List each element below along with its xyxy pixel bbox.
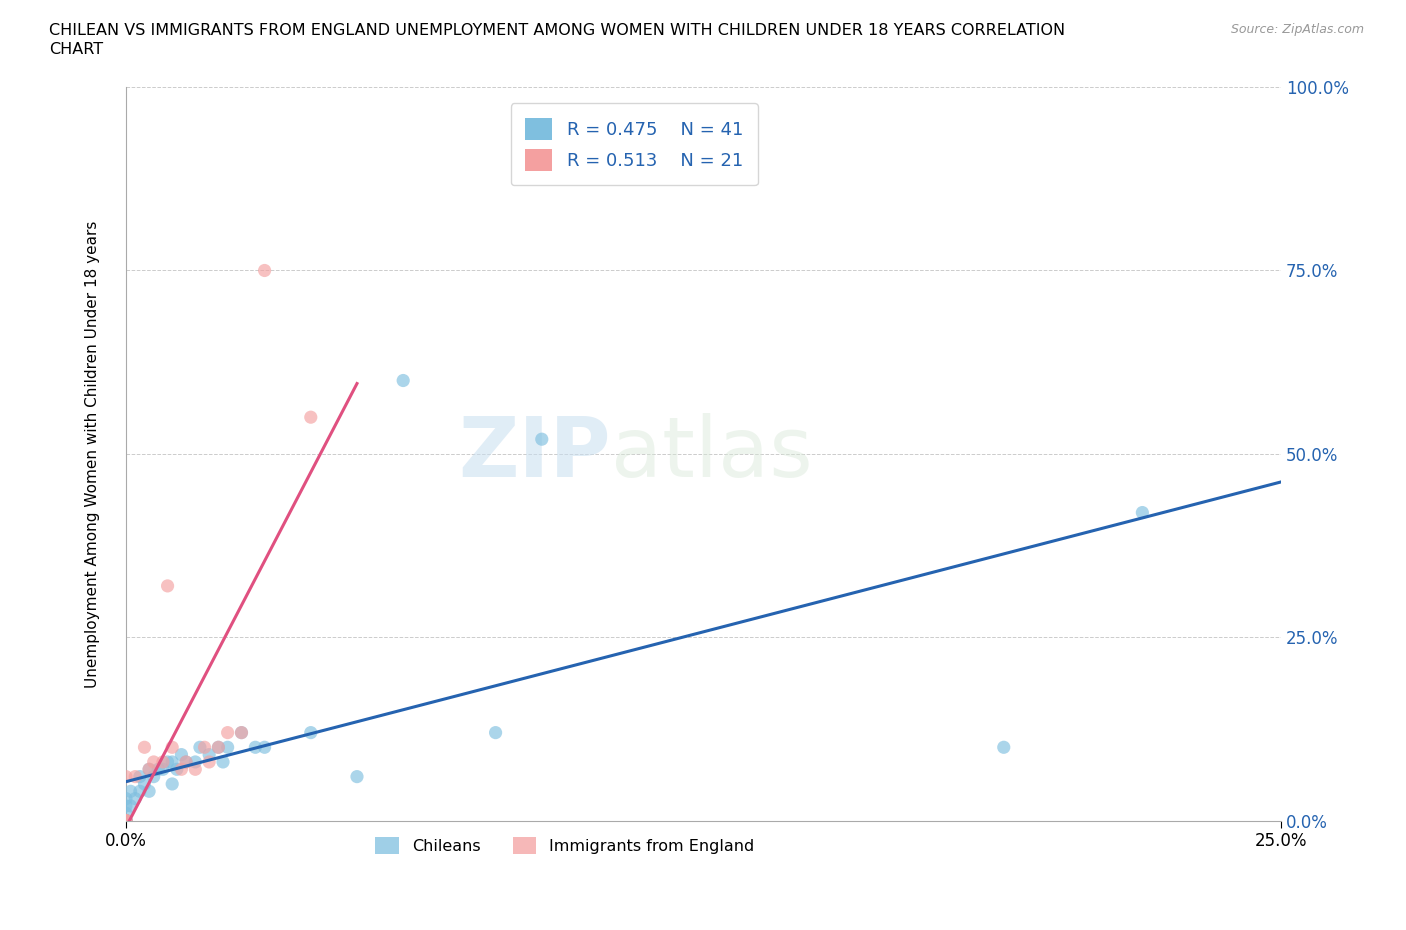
Point: [253, 740, 276, 755]
Point: [231, 725, 253, 740]
Point: [120, 784, 142, 799]
Point: [217, 740, 239, 755]
Point: [212, 754, 235, 769]
Point: [170, 762, 193, 777]
Point: [138, 762, 160, 777]
Point: [115, 813, 138, 828]
Point: [115, 813, 138, 828]
Point: [124, 791, 146, 806]
Point: [170, 747, 193, 762]
Point: [142, 754, 165, 769]
Point: [174, 754, 197, 769]
Point: [134, 740, 156, 755]
Point: [115, 813, 138, 828]
Point: [115, 813, 138, 828]
Point: [392, 373, 415, 388]
Point: [115, 813, 138, 828]
Point: [1130, 505, 1153, 520]
Point: [231, 725, 253, 740]
Point: [253, 263, 276, 278]
Point: [993, 740, 1015, 755]
Point: [128, 769, 150, 784]
Point: [166, 762, 188, 777]
Point: [124, 769, 146, 784]
Point: [184, 762, 207, 777]
Point: [138, 762, 160, 777]
Point: [115, 806, 138, 821]
Point: [115, 769, 138, 784]
Point: [198, 747, 221, 762]
Legend: Chileans, Immigrants from England: Chileans, Immigrants from England: [368, 831, 761, 860]
Text: atlas: atlas: [612, 413, 813, 495]
Point: [142, 769, 165, 784]
Point: [188, 740, 211, 755]
Point: [184, 754, 207, 769]
Point: [134, 777, 156, 791]
Point: [138, 784, 160, 799]
Point: [115, 813, 138, 828]
Text: CHART: CHART: [49, 42, 103, 57]
Point: [115, 799, 138, 814]
Point: [193, 740, 215, 755]
Point: [160, 740, 183, 755]
Point: [152, 754, 174, 769]
Point: [299, 410, 322, 425]
Point: [207, 740, 229, 755]
Text: CHILEAN VS IMMIGRANTS FROM ENGLAND UNEMPLOYMENT AMONG WOMEN WITH CHILDREN UNDER : CHILEAN VS IMMIGRANTS FROM ENGLAND UNEMP…: [49, 23, 1066, 38]
Point: [120, 799, 142, 814]
Text: ZIP: ZIP: [458, 413, 612, 495]
Point: [115, 813, 138, 828]
Point: [160, 754, 183, 769]
Point: [115, 813, 138, 828]
Point: [346, 769, 368, 784]
Point: [484, 725, 506, 740]
Point: [174, 754, 197, 769]
Point: [217, 725, 239, 740]
Point: [299, 725, 322, 740]
Text: Source: ZipAtlas.com: Source: ZipAtlas.com: [1230, 23, 1364, 36]
Point: [148, 762, 170, 777]
Point: [152, 762, 174, 777]
Point: [156, 754, 179, 769]
Y-axis label: Unemployment Among Women with Children Under 18 years: Unemployment Among Women with Children U…: [86, 220, 100, 687]
Point: [115, 791, 138, 806]
Point: [198, 754, 221, 769]
Point: [156, 578, 179, 593]
Point: [128, 784, 150, 799]
Point: [530, 432, 553, 446]
Point: [207, 740, 229, 755]
Point: [245, 740, 267, 755]
Point: [160, 777, 183, 791]
